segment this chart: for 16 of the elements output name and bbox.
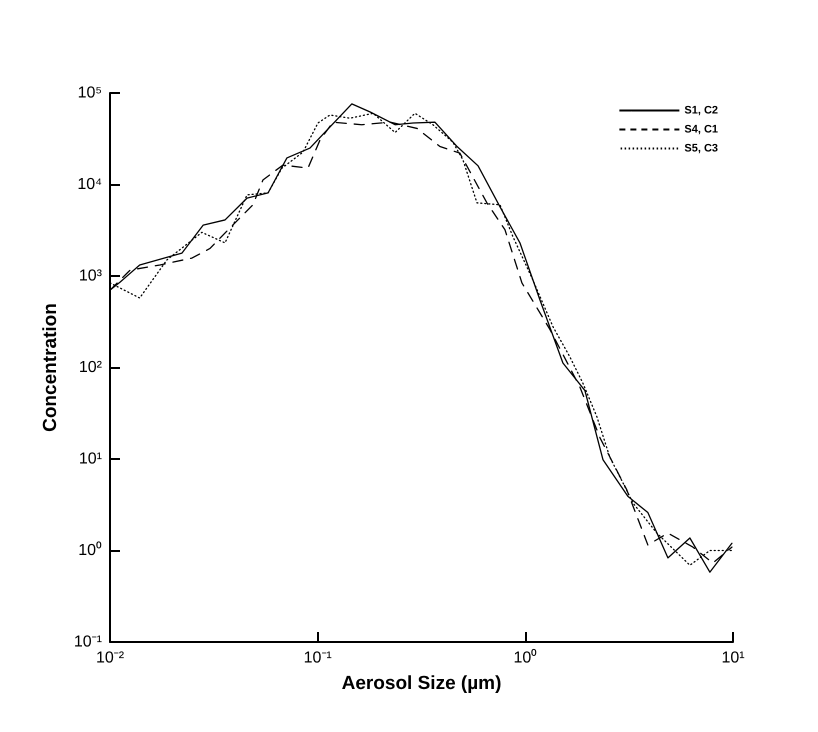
legend-label: S1, C2 bbox=[684, 104, 718, 116]
y-tick-label: 10⁴ bbox=[77, 176, 102, 193]
y-tick-label: 10² bbox=[78, 359, 103, 376]
y-tick-label: 10⁵ bbox=[78, 84, 102, 102]
legend-label: S5, C3 bbox=[684, 142, 718, 154]
x-tick-label: 10⁰ bbox=[513, 648, 538, 666]
y-tick-label: 10¹ bbox=[78, 450, 102, 468]
y-tick-label: 10⁻¹ bbox=[74, 634, 102, 650]
x-tick-label: 10⁻² bbox=[96, 650, 125, 666]
x-tick-label: 10¹ bbox=[721, 650, 745, 666]
x-axis-title: Aerosol Size (µm) bbox=[342, 673, 502, 694]
legend-label: S4, C1 bbox=[684, 124, 718, 136]
y-tick-label: 10⁰ bbox=[78, 541, 102, 559]
y-tick-label: 10³ bbox=[78, 268, 103, 284]
x-tick-label: 10⁻¹ bbox=[304, 650, 332, 666]
y-axis-title: Concentration bbox=[40, 303, 61, 432]
